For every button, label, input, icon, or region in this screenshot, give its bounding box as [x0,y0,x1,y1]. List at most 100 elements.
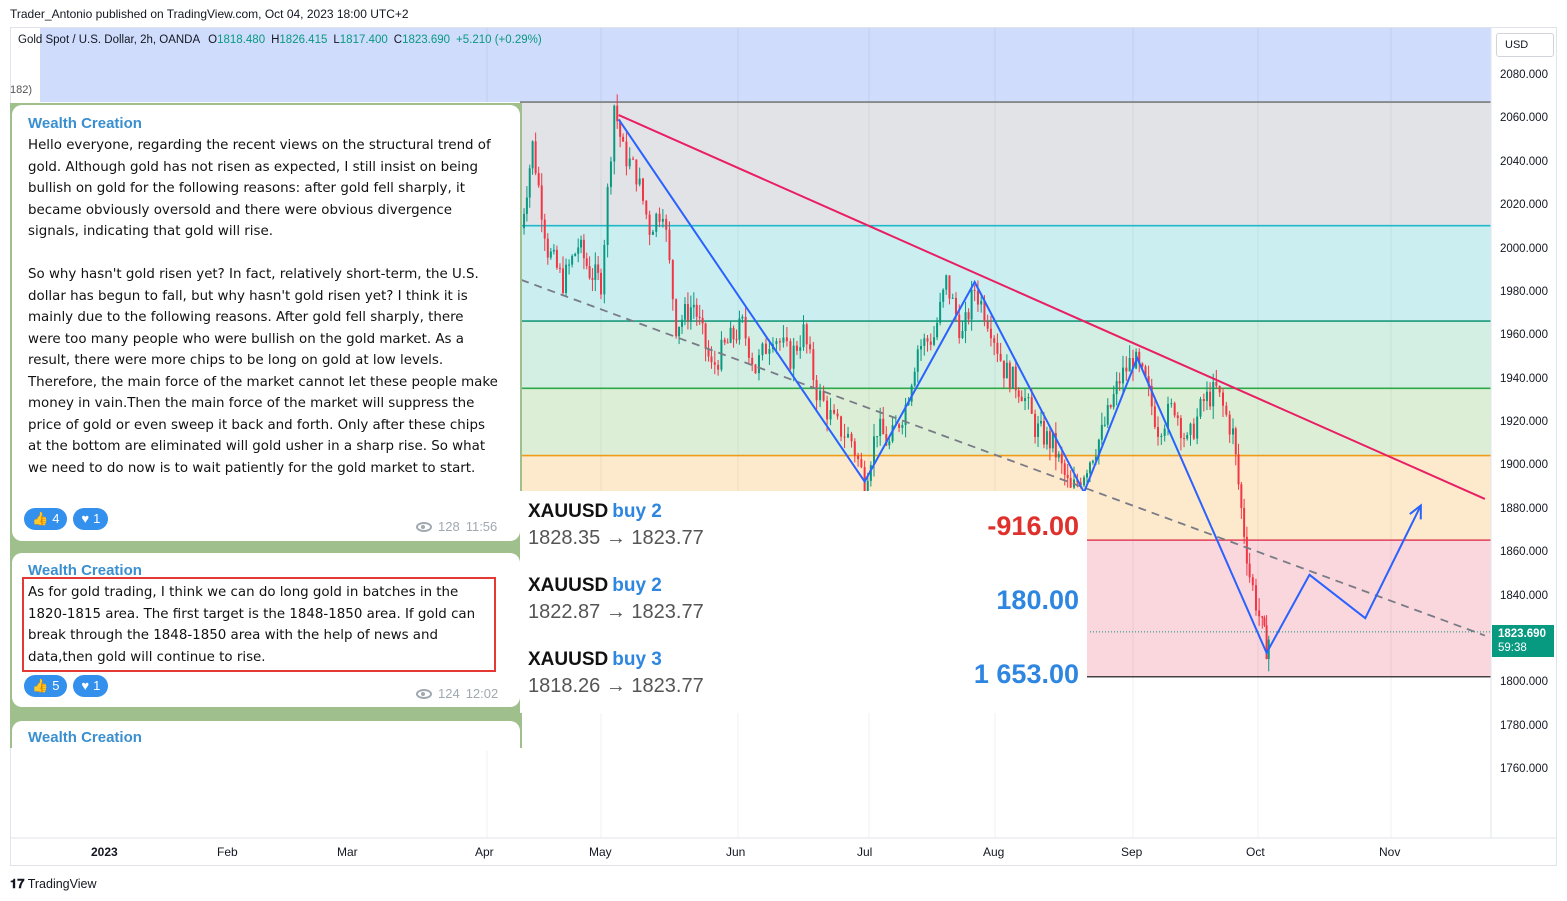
candle-body [1173,403,1176,416]
candle-body [876,435,879,437]
heart-reaction[interactable]: ♥ 1 [73,508,109,530]
price-tick-label: 1780.000 [1500,719,1548,732]
heart-icon: ♥ [81,678,90,693]
candle-body [568,264,571,266]
candle-body [574,253,577,256]
trade-row: XAUUSD buy 2 1822.87 → 1823.77 [528,575,704,624]
candle-body [996,342,999,354]
candle-body [1045,431,1048,445]
candle-body [1027,397,1030,399]
candle-body [857,455,860,460]
date-tick-label: 2023 [91,845,118,859]
candle-body [1042,420,1045,445]
wave-projection [617,118,1422,656]
trade-pnl: 1 653.00 [973,659,1079,689]
price-tick-label: 1760.000 [1500,763,1548,775]
candle-body [1002,360,1005,379]
candle-body [1205,391,1208,402]
candle-body [1225,405,1228,415]
candle-body [973,289,976,291]
candle-body [1063,463,1066,475]
dashed-trendline [520,279,1486,637]
trade-pnl: 180.00 [996,585,1079,615]
currency-selector[interactable]: USD [1496,33,1554,57]
candle-body [1057,453,1060,458]
symbol-name: Gold Spot / U.S. Dollar, 2h, OANDA [18,34,201,46]
candle-body [860,459,863,468]
publisher-line: Trader_Antonio published on TradingView.… [10,7,409,21]
message-meta: 128 11:56 [416,519,497,534]
like-reaction[interactable]: 👍 4 [24,508,68,530]
date-tick-label: Jul [857,845,873,859]
heart-reaction[interactable]: ♥ 1 [73,675,109,697]
candle-body [675,299,678,337]
candle-body [1209,391,1212,407]
candle-body [704,323,707,349]
message-author[interactable]: Wealth Creation [28,562,142,579]
date-tick-label: Sep [1121,845,1143,859]
like-reaction[interactable]: 👍 5 [24,675,68,697]
candle-body [1112,394,1115,408]
price-tick-label: 2080.000 [1500,69,1548,81]
candle-body [1153,406,1156,428]
candle-body [585,258,588,266]
candle-body [582,239,585,259]
price-tick-label: 2040.000 [1500,155,1548,168]
highlight-box [22,577,496,672]
brand-footer[interactable]: 𝟏𝟕 TradingView [10,876,97,892]
candle-body [1254,585,1257,611]
candle-body [901,424,904,428]
trade-symbol: XAUUSD [528,575,609,596]
candle-body [641,178,644,201]
candle-body [802,324,805,348]
indicator-fragment: 182) [10,84,33,96]
chat-message: Wealth Creation Hello everyone, regardin… [12,105,520,541]
candle-body [754,364,757,374]
trade-side: buy 3 [612,649,662,670]
current-price-value: 1823.690 [1498,628,1546,640]
candle-body [1212,381,1215,407]
candle-body [920,345,923,350]
candle-body [945,275,948,290]
message-time: 12:02 [465,686,499,701]
candle-body [648,214,651,235]
candle-body [1160,435,1163,437]
trade-row: XAUUSD buy 2 1828.35 → 1823.77 [528,501,704,550]
candle-body [1215,381,1218,386]
candle-body [1086,473,1088,478]
candle-body [1167,403,1169,429]
candle-body [826,400,829,420]
views-icon [416,688,432,699]
high-value: 1826.415 [279,34,328,46]
candle-body [829,409,832,420]
candle-body [923,338,926,346]
candle-body [747,338,750,358]
candle-body [1237,454,1240,485]
candle-body [964,312,967,332]
candle-body [833,409,836,414]
candle-body [645,200,648,215]
candle-body [689,307,692,321]
candle-body [819,390,822,401]
open-value: 1818.480 [217,34,266,46]
candle-body [1109,405,1112,408]
candle-body [1234,428,1237,455]
message-author[interactable]: Wealth Creation [28,729,142,746]
candle-body [853,441,856,456]
candle-body [1170,403,1173,405]
symbol-legend[interactable]: Gold Spot / U.S. Dollar, 2h, OANDA O1818.… [18,34,542,46]
price-tick-label: 1920.000 [1500,416,1548,428]
candle-body [815,380,818,401]
message-author[interactable]: Wealth Creation [28,115,142,132]
candle-body [710,356,713,363]
candle-body [1261,616,1264,618]
candle-body [847,433,850,438]
candle-body [606,186,609,245]
candle-body [1147,376,1150,386]
candle-body [741,316,744,319]
price-tick-label: 2020.000 [1500,199,1548,212]
candle-body [792,345,795,369]
candle-body [869,465,872,481]
candle-body [1263,617,1266,626]
candle-body [1091,460,1094,463]
